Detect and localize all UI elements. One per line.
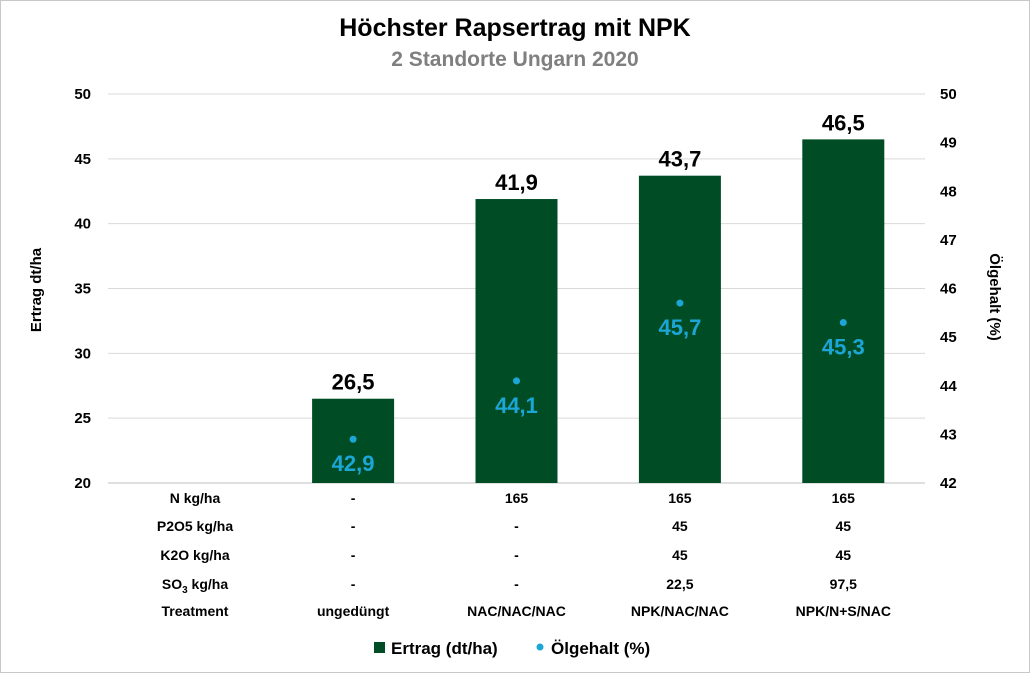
table-cell: 45 <box>836 547 852 563</box>
scatter-value-label: 44,1 <box>495 393 538 418</box>
legend-swatch-dot <box>536 643 544 651</box>
y2-tick-label: 42 <box>940 475 957 492</box>
table-row-label: P2O5 kg/ha <box>157 518 233 534</box>
table-cell: NPK/NAC/NAC <box>631 603 729 619</box>
bar-series: 26,5 41,9 43,7 46,5 <box>312 110 885 483</box>
table-cell: 165 <box>668 490 692 506</box>
table-cell: - <box>351 490 356 506</box>
table-row-label-main: SO <box>162 576 182 592</box>
chart-subtitle: 2 Standorte Ungarn 2020 <box>391 48 638 71</box>
table-row-label: N kg/ha <box>170 490 221 506</box>
y-axis-title: Ertrag dt/ha <box>28 247 45 332</box>
table-row-label: SO3 kg/ha <box>162 576 228 596</box>
y2-tick-label: 50 <box>940 86 957 103</box>
table-cell: 45 <box>672 518 688 534</box>
bar-value-label: 26,5 <box>332 370 375 395</box>
y-tick-label: 50 <box>74 86 91 103</box>
y-tick-label: 40 <box>74 216 91 233</box>
y-axis-right: 42 43 44 45 46 47 48 49 50 <box>940 86 957 492</box>
gridlines <box>108 93 925 484</box>
y-tick-label: 45 <box>74 151 91 168</box>
y-tick-label: 30 <box>74 345 91 362</box>
table-cell: - <box>514 576 519 592</box>
y2-tick-label: 43 <box>940 426 957 443</box>
legend-label-bar: Ertrag (dt/ha) <box>391 639 498 658</box>
bar <box>802 139 885 483</box>
table-row-label-rest: kg/ha <box>188 576 229 592</box>
scatter-value-label: 45,3 <box>822 335 865 360</box>
table-cell: 165 <box>505 490 529 506</box>
table-cell: - <box>514 547 519 563</box>
table-cell: 97,5 <box>830 576 857 592</box>
table-cell: - <box>351 576 356 592</box>
y2-tick-label: 45 <box>940 329 957 346</box>
scatter-value-label: 45,7 <box>658 315 701 340</box>
y2-tick-label: 47 <box>940 232 957 249</box>
chart-title: Höchster Rapsertrag mit NPK <box>339 14 690 42</box>
table-row-label-sub: 3 <box>182 585 188 596</box>
table-cell: 165 <box>832 490 856 506</box>
scatter-point <box>839 319 847 327</box>
y2-tick-label: 48 <box>940 183 957 200</box>
y2-tick-label: 46 <box>940 281 957 298</box>
bar <box>475 199 558 483</box>
table-cell: ungedüngt <box>317 603 390 619</box>
y-tick-label: 35 <box>74 281 91 298</box>
y2-axis-title: Ölgehalt (%) <box>986 253 1003 341</box>
legend-swatch-bar <box>374 642 385 653</box>
scatter-series: 42,9 44,1 45,7 45,3 <box>332 299 865 476</box>
table-cell: 45 <box>672 547 688 563</box>
table-cell: NAC/NAC/NAC <box>467 603 566 619</box>
table-row-label: K2O kg/ha <box>160 547 229 563</box>
y-tick-label: 20 <box>74 475 91 492</box>
bar-value-label: 43,7 <box>658 147 701 172</box>
legend-label-dot: Ölgehalt (%) <box>551 639 650 658</box>
legend: Ertrag (dt/ha) Ölgehalt (%) <box>374 639 650 658</box>
bar <box>638 175 721 483</box>
y2-tick-label: 49 <box>940 135 957 152</box>
table-cell: 45 <box>836 518 852 534</box>
bar-value-label: 46,5 <box>822 110 865 135</box>
scatter-point <box>676 299 684 307</box>
y2-tick-label: 44 <box>940 378 957 395</box>
table-cell: NPK/N+S/NAC <box>796 603 891 619</box>
scatter-value-label: 42,9 <box>332 451 375 476</box>
table-cell: 22,5 <box>666 576 693 592</box>
table-cell: - <box>351 518 356 534</box>
bar-value-label: 41,9 <box>495 170 538 195</box>
scatter-point <box>513 377 520 385</box>
y-axis-left: 20 25 30 35 40 45 50 <box>74 86 91 492</box>
data-table: N kg/ha - 165 165 165 P2O5 kg/ha - - 45 45 K2O kg/… <box>157 490 891 619</box>
table-cell: - <box>351 547 356 563</box>
scatter-point <box>349 435 357 443</box>
table-cell: - <box>514 518 519 534</box>
y-tick-label: 25 <box>74 410 91 427</box>
table-row-label: Treatment <box>162 603 229 619</box>
